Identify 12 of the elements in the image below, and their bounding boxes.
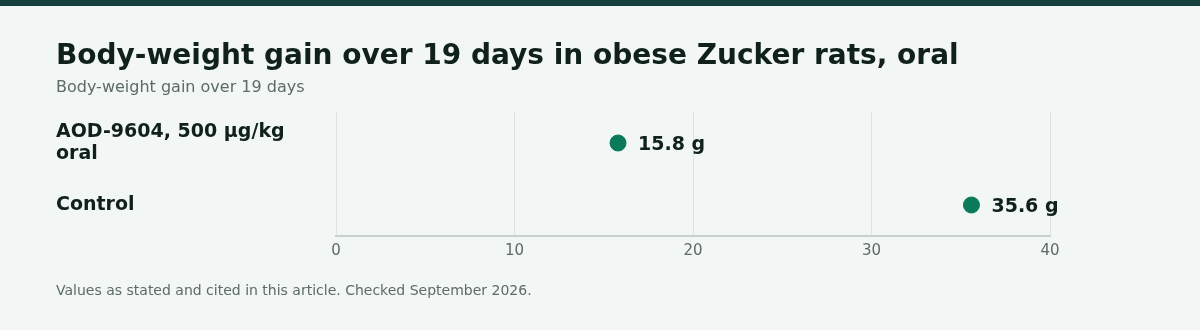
y-tick-label: Control: [56, 191, 135, 214]
x-tick-label: 40: [1040, 240, 1060, 259]
text: Values as stated and cited in this article. Checked September 2026.: [56, 282, 532, 298]
y-tick-label: AOD-9604, 500 µg/kg oral: [56, 118, 285, 164]
x-tick-label: 0: [331, 240, 341, 259]
chart-title: Body-weight gain over 19 days in obese Zucker rats, oral: [56, 38, 959, 71]
x-tick-label: 20: [683, 240, 703, 259]
data-label: 35.6 g: [991, 193, 1059, 216]
x-tick-label: 30: [861, 240, 882, 259]
data-label: 15.8 g: [638, 131, 706, 154]
text: Body-weight gain over 19 days: [56, 77, 305, 96]
x-tick-label: 10: [504, 240, 525, 259]
